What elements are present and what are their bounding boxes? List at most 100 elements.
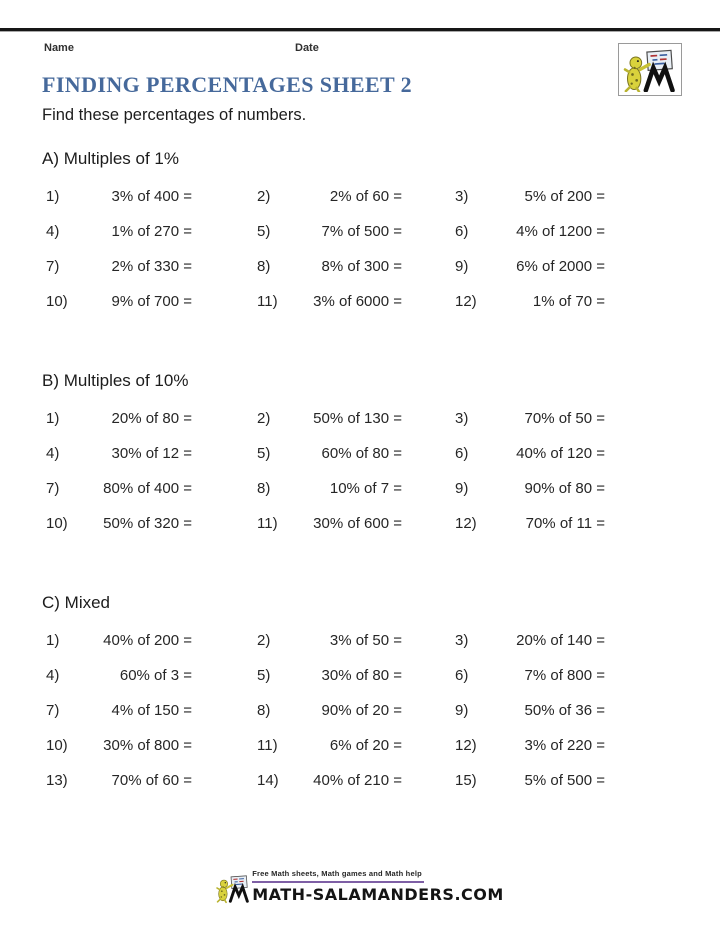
problem-text: 10% of 7 =	[329, 480, 402, 497]
problem-number: 7)	[46, 480, 60, 497]
problem-cell: 8) 90% of 20 =	[257, 702, 402, 719]
problem-text: 70% of 60 =	[111, 772, 192, 789]
problem-number: 3)	[455, 188, 469, 205]
problem-row: 13) 70% of 60 = 14) 40% of 210 = 15) 5% of 50…	[0, 763, 720, 798]
problem-text: 1% of 270 =	[111, 223, 192, 240]
problem-row: 1) 20% of 80 = 2) 50% of 130 = 3) 70% of 50 =	[0, 401, 720, 436]
problem-text: 30% of 80 =	[321, 667, 402, 684]
footer-site-name: MATH-SALAMANDERS.COM	[252, 885, 504, 904]
problem-row: 10) 30% of 800 = 11) 6% of 20 = 12) 3% of 220…	[0, 728, 720, 763]
problem-cell: 5) 7% of 500 =	[257, 223, 402, 240]
problem-text: 1% of 70 =	[532, 293, 605, 310]
problem-number: 10)	[46, 515, 68, 532]
problem-cell: 12) 1% of 70 =	[455, 293, 605, 310]
problem-text: 40% of 120 =	[516, 445, 605, 462]
problem-cell: 11) 6% of 20 =	[257, 737, 402, 754]
problem-cell: 10) 9% of 700 =	[46, 293, 192, 310]
problem-grid: 1) 40% of 200 = 2) 3% of 50 = 3) 20% of 140 =…	[0, 623, 720, 798]
section-heading: C) Mixed	[42, 593, 111, 612]
problem-cell: 7) 2% of 330 =	[46, 258, 192, 275]
problem-text: 3% of 6000 =	[313, 293, 402, 310]
problem-text: 80% of 400 =	[103, 480, 192, 497]
problem-cell: 11) 30% of 600 =	[257, 515, 402, 532]
problem-text: 9% of 700 =	[111, 293, 192, 310]
problem-text: 20% of 140 =	[516, 632, 605, 649]
problem-number: 3)	[455, 632, 469, 649]
problem-cell: 2) 2% of 60 =	[257, 188, 402, 205]
problem-text: 50% of 320 =	[103, 515, 192, 532]
problem-cell: 10) 30% of 800 =	[46, 737, 192, 754]
problem-cell: 3) 5% of 200 =	[455, 188, 605, 205]
problem-cell: 6) 7% of 800 =	[455, 667, 605, 684]
problem-number: 9)	[455, 702, 469, 719]
section-heading: B) Multiples of 10%	[42, 371, 189, 390]
problem-cell: 4) 60% of 3 =	[46, 667, 192, 684]
problem-text: 60% of 80 =	[321, 445, 402, 462]
problem-number: 13)	[46, 772, 68, 789]
problem-number: 1)	[46, 188, 60, 205]
problem-text: 30% of 12 =	[111, 445, 192, 462]
problem-row: 1) 40% of 200 = 2) 3% of 50 = 3) 20% of 140 =	[0, 623, 720, 658]
problem-text: 6% of 2000 =	[516, 258, 605, 275]
problem-text: 5% of 200 =	[524, 188, 605, 205]
problem-cell: 5) 30% of 80 =	[257, 667, 402, 684]
page-title: FINDING PERCENTAGES SHEET 2	[42, 72, 413, 97]
problem-grid: 1) 20% of 80 = 2) 50% of 130 = 3) 70% of 50 =…	[0, 401, 720, 541]
problem-text: 70% of 11 =	[525, 515, 605, 532]
problem-text: 3% of 220 =	[524, 737, 605, 754]
problem-grid: 1) 3% of 400 = 2) 2% of 60 = 3) 5% of 200 = 4)…	[0, 179, 720, 319]
problem-cell: 1) 20% of 80 =	[46, 410, 192, 427]
section-multiples-of-10-percent: B) Multiples of 10% 1) 20% of 80 = 2) 50% o…	[0, 370, 720, 541]
problem-cell: 13) 70% of 60 =	[46, 772, 192, 789]
problem-number: 15)	[455, 772, 477, 789]
problem-number: 6)	[455, 223, 469, 240]
problem-number: 9)	[455, 258, 469, 275]
problem-number: 12)	[455, 293, 477, 310]
problem-text: 5% of 500 =	[524, 772, 605, 789]
problem-cell: 4) 30% of 12 =	[46, 445, 192, 462]
section-mixed: C) Mixed 1) 40% of 200 = 2) 3% of 50 = 3) 20%…	[0, 592, 720, 798]
logo-box	[618, 43, 682, 96]
problem-row: 4) 30% of 12 = 5) 60% of 80 = 6) 40% of 120 =	[0, 436, 720, 471]
problem-text: 8% of 300 =	[321, 258, 402, 275]
problem-text: 90% of 80 =	[524, 480, 605, 497]
problem-number: 11)	[257, 737, 278, 754]
problem-cell: 5) 60% of 80 =	[257, 445, 402, 462]
problem-number: 12)	[455, 737, 477, 754]
problem-text: 30% of 800 =	[103, 737, 192, 754]
problem-row: 4) 1% of 270 = 5) 7% of 500 = 6) 4% of 1200 =	[0, 214, 720, 249]
problem-row: 4) 60% of 3 = 5) 30% of 80 = 6) 7% of 800 =	[0, 658, 720, 693]
problem-number: 12)	[455, 515, 477, 532]
problem-row: 10) 50% of 320 = 11) 30% of 600 = 12) 70% of …	[0, 506, 720, 541]
problem-text: 40% of 210 =	[313, 772, 402, 789]
problem-text: 60% of 3 =	[119, 667, 192, 684]
problem-row: 1) 3% of 400 = 2) 2% of 60 = 3) 5% of 200 =	[0, 179, 720, 214]
problem-text: 3% of 50 =	[329, 632, 402, 649]
problem-cell: 1) 3% of 400 =	[46, 188, 192, 205]
problem-text: 40% of 200 =	[103, 632, 192, 649]
problem-number: 10)	[46, 293, 68, 310]
problem-number: 5)	[257, 667, 271, 684]
footer-text-block: Free Math sheets, Math games and Math he…	[252, 864, 504, 904]
problem-cell: 15) 5% of 500 =	[455, 772, 605, 789]
problem-cell: 9) 90% of 80 =	[455, 480, 605, 497]
problem-cell: 9) 6% of 2000 =	[455, 258, 605, 275]
top-divider	[0, 28, 720, 32]
problem-cell: 8) 8% of 300 =	[257, 258, 402, 275]
problem-text: 30% of 600 =	[313, 515, 402, 532]
problem-text: 2% of 330 =	[111, 258, 192, 275]
problem-number: 3)	[455, 410, 469, 427]
problem-text: 3% of 400 =	[111, 188, 192, 205]
problem-cell: 12) 70% of 11 =	[455, 515, 605, 532]
problem-number: 8)	[257, 480, 271, 497]
section-heading: A) Multiples of 1%	[42, 149, 179, 168]
problem-number: 8)	[257, 702, 271, 719]
problem-text: 50% of 130 =	[313, 410, 402, 427]
problem-number: 5)	[257, 223, 271, 240]
problem-cell: 7) 80% of 400 =	[46, 480, 192, 497]
problem-cell: 11) 3% of 6000 =	[257, 293, 402, 310]
problem-text: 4% of 150 =	[111, 702, 192, 719]
problem-cell: 12) 3% of 220 =	[455, 737, 605, 754]
section-multiples-of-1-percent: A) Multiples of 1% 1) 3% of 400 = 2) 2% of …	[0, 148, 720, 319]
